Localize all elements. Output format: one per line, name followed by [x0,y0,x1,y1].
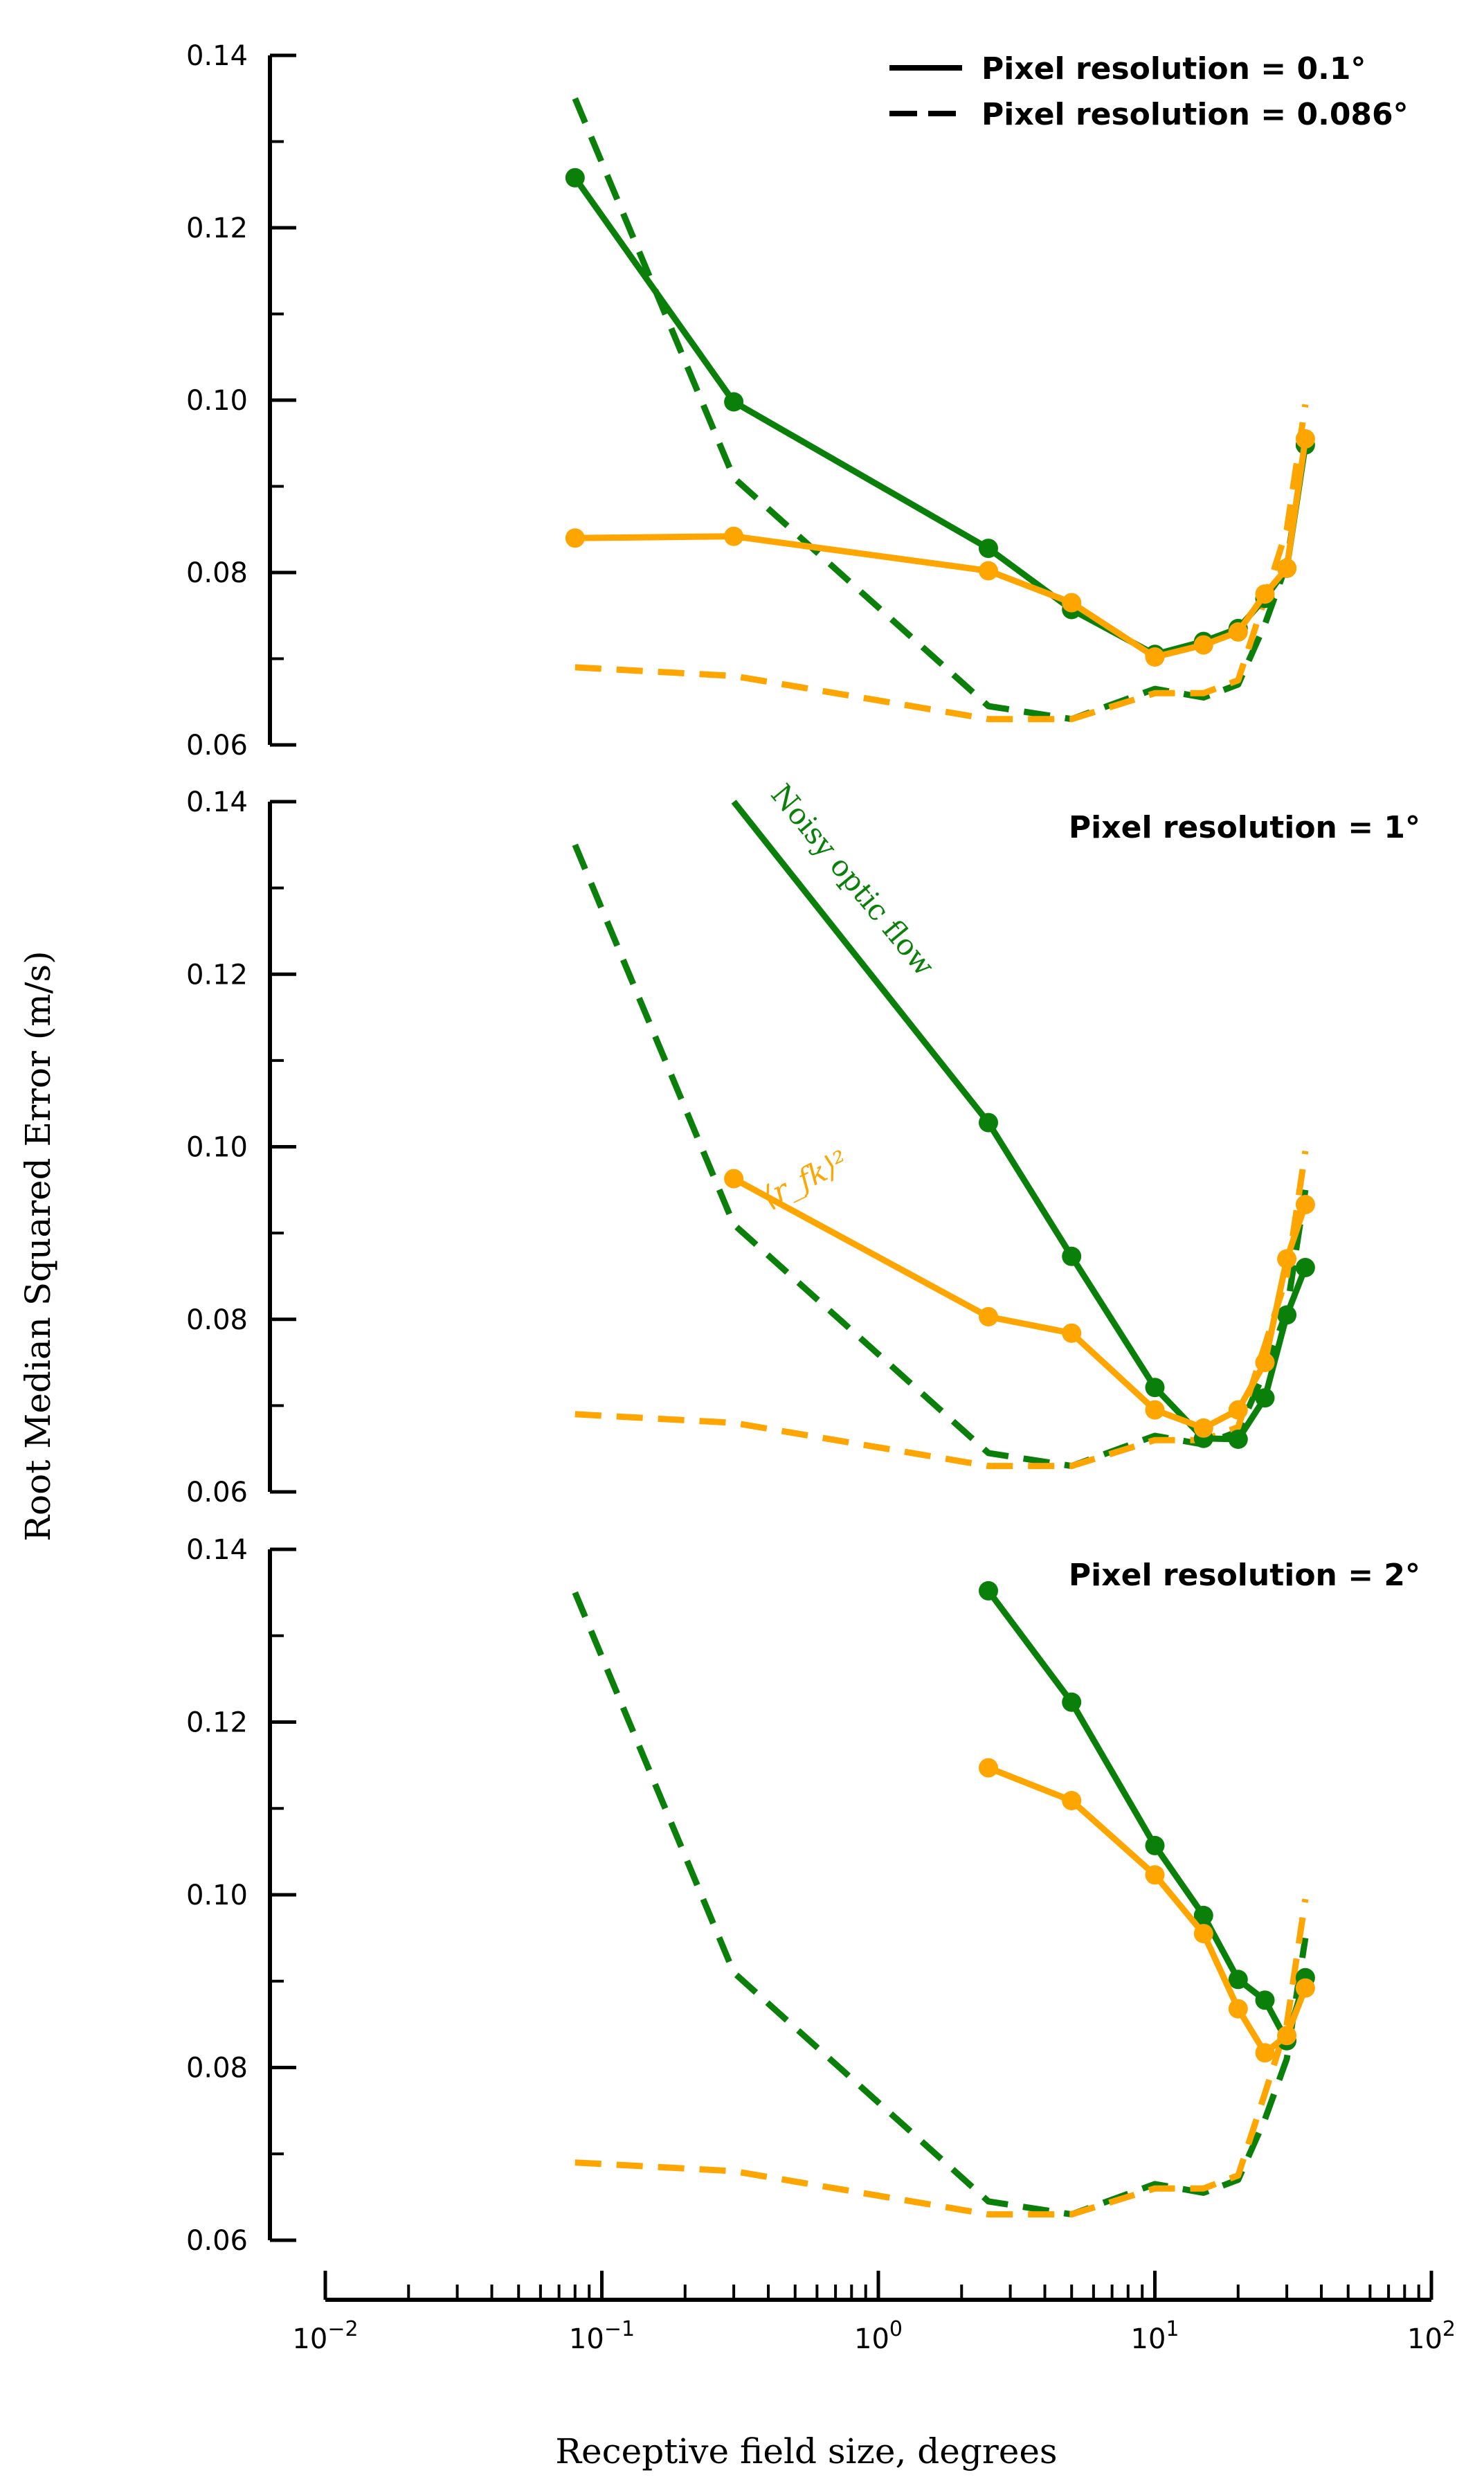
data-point-orange [1228,1400,1248,1420]
panels-layer: 0.06 0.08 0.10 0.12 0.14 0.06 0.08 0.10 0.12 0.14… [186,40,1420,2257]
y-tick-label: 0.08 [186,1304,248,1336]
y-axis-title: Root Median Squared Error (m/s) [18,951,58,1541]
data-point-orange [1228,1999,1248,2019]
data-point-green [979,1580,998,1601]
y-tick-label: 0.08 [186,2053,248,2084]
y-tick-label: 0.08 [186,557,248,589]
panel-3: 0.06 0.08 0.10 0.12 0.14 Pixel resolution = 2… [186,1534,1420,2257]
y-tick-label: 0.12 [186,1707,248,1739]
x-tick-label: 101 [1131,2317,1179,2355]
data-point-green [1228,1970,1248,1990]
annotation-r-fk-squared: ⟨r_fk⟩² [757,1144,853,1214]
legend-label: Pixel resolution = 0.1° [981,51,1366,87]
data-point-orange [724,1169,744,1189]
data-point-green [1062,1246,1082,1266]
data-point-orange [979,1307,998,1326]
legend: Pixel resolution = 0.1° Pixel resolution … [889,51,1409,132]
data-point-orange [1145,1865,1165,1885]
data-point-orange [1255,1353,1275,1373]
panel-label: Pixel resolution = 2° [1069,1558,1420,1593]
data-point-green [979,1113,998,1133]
x-tick-label: 100 [854,2317,903,2355]
y-tick-label: 0.12 [186,213,248,244]
panel-label: Pixel resolution = 1° [1069,810,1420,845]
data-point-green [724,392,744,412]
y-tick-label: 0.10 [186,385,248,417]
y-tick-label: 0.06 [186,730,248,762]
x-tick-label: 10−1 [569,2317,635,2355]
y-tick-label: 0.10 [186,1132,248,1164]
data-point-green [979,539,998,559]
y-tick-label: 0.06 [186,1477,248,1508]
y-tick-label: 0.10 [186,1880,248,1911]
panel-2: 0.06 0.08 0.10 0.12 0.14 Pixel resolution = 1… [186,777,1420,1508]
data-point-orange [1193,635,1213,655]
y-tick-label: 0.14 [186,786,248,818]
data-point-green [1295,1258,1315,1277]
series-line-green [731,800,1309,1443]
data-point-green [1062,1692,1082,1712]
data-point-orange [1193,1924,1213,1944]
data-point-green [1145,1835,1165,1855]
data-point-green [1228,1430,1248,1449]
data-point-orange [979,1758,998,1778]
reference-dashed-green [572,97,1309,723]
data-point-orange [1295,1195,1315,1214]
data-point-green [1255,1990,1275,2010]
y-tick-label: 0.14 [186,1534,248,1566]
data-point-green [565,168,585,188]
data-point-orange [979,561,998,581]
data-point-orange [1255,2043,1275,2063]
y-tick-label: 0.14 [186,40,248,72]
data-point-orange [1277,1249,1297,1269]
reference-dashed-orange [574,1151,1309,1470]
data-point-orange [1193,1418,1213,1438]
data-point-green [1145,1378,1165,1398]
panel-1: 0.06 0.08 0.10 0.12 0.14 [186,40,1315,762]
series-line-orange [732,1176,1309,1432]
x-tick-label: 102 [1407,2317,1456,2355]
y-tick-label: 0.12 [186,959,248,991]
data-point-orange [724,526,744,546]
reference-dashed-green [572,843,1309,1470]
data-point-orange [1228,622,1248,642]
series-line-orange [574,438,1309,660]
data-point-green [1255,1388,1275,1408]
data-point-orange [1277,2026,1297,2046]
data-point-green [1277,1305,1297,1325]
series-line-orange [987,1765,1309,2056]
data-point-orange [1255,584,1275,604]
data-point-orange [1062,1791,1082,1810]
reference-dashed-green [572,1591,1309,2218]
data-point-orange [1295,429,1315,449]
data-point-orange [1062,593,1082,613]
legend-label: Pixel resolution = 0.086° [981,97,1409,132]
reference-dashed-orange [574,404,1309,723]
data-point-orange [565,528,585,548]
x-axis: 10−2 10−1 100 101 102 [292,2271,1456,2355]
reference-dashed-orange [574,1898,1309,2218]
x-tick-label: 10−2 [292,2317,358,2355]
data-point-orange [1145,1400,1165,1420]
series-line-green [572,176,1309,658]
series-line-green [986,1589,1309,2044]
data-point-green [1193,1905,1213,1925]
x-axis-title: Receptive field size, degrees [555,2431,1057,2471]
data-point-orange [1277,558,1297,578]
data-point-orange [1062,1323,1082,1343]
y-tick-label: 0.06 [186,2225,248,2257]
data-point-orange [1295,1978,1315,1998]
data-point-orange [1145,647,1165,667]
